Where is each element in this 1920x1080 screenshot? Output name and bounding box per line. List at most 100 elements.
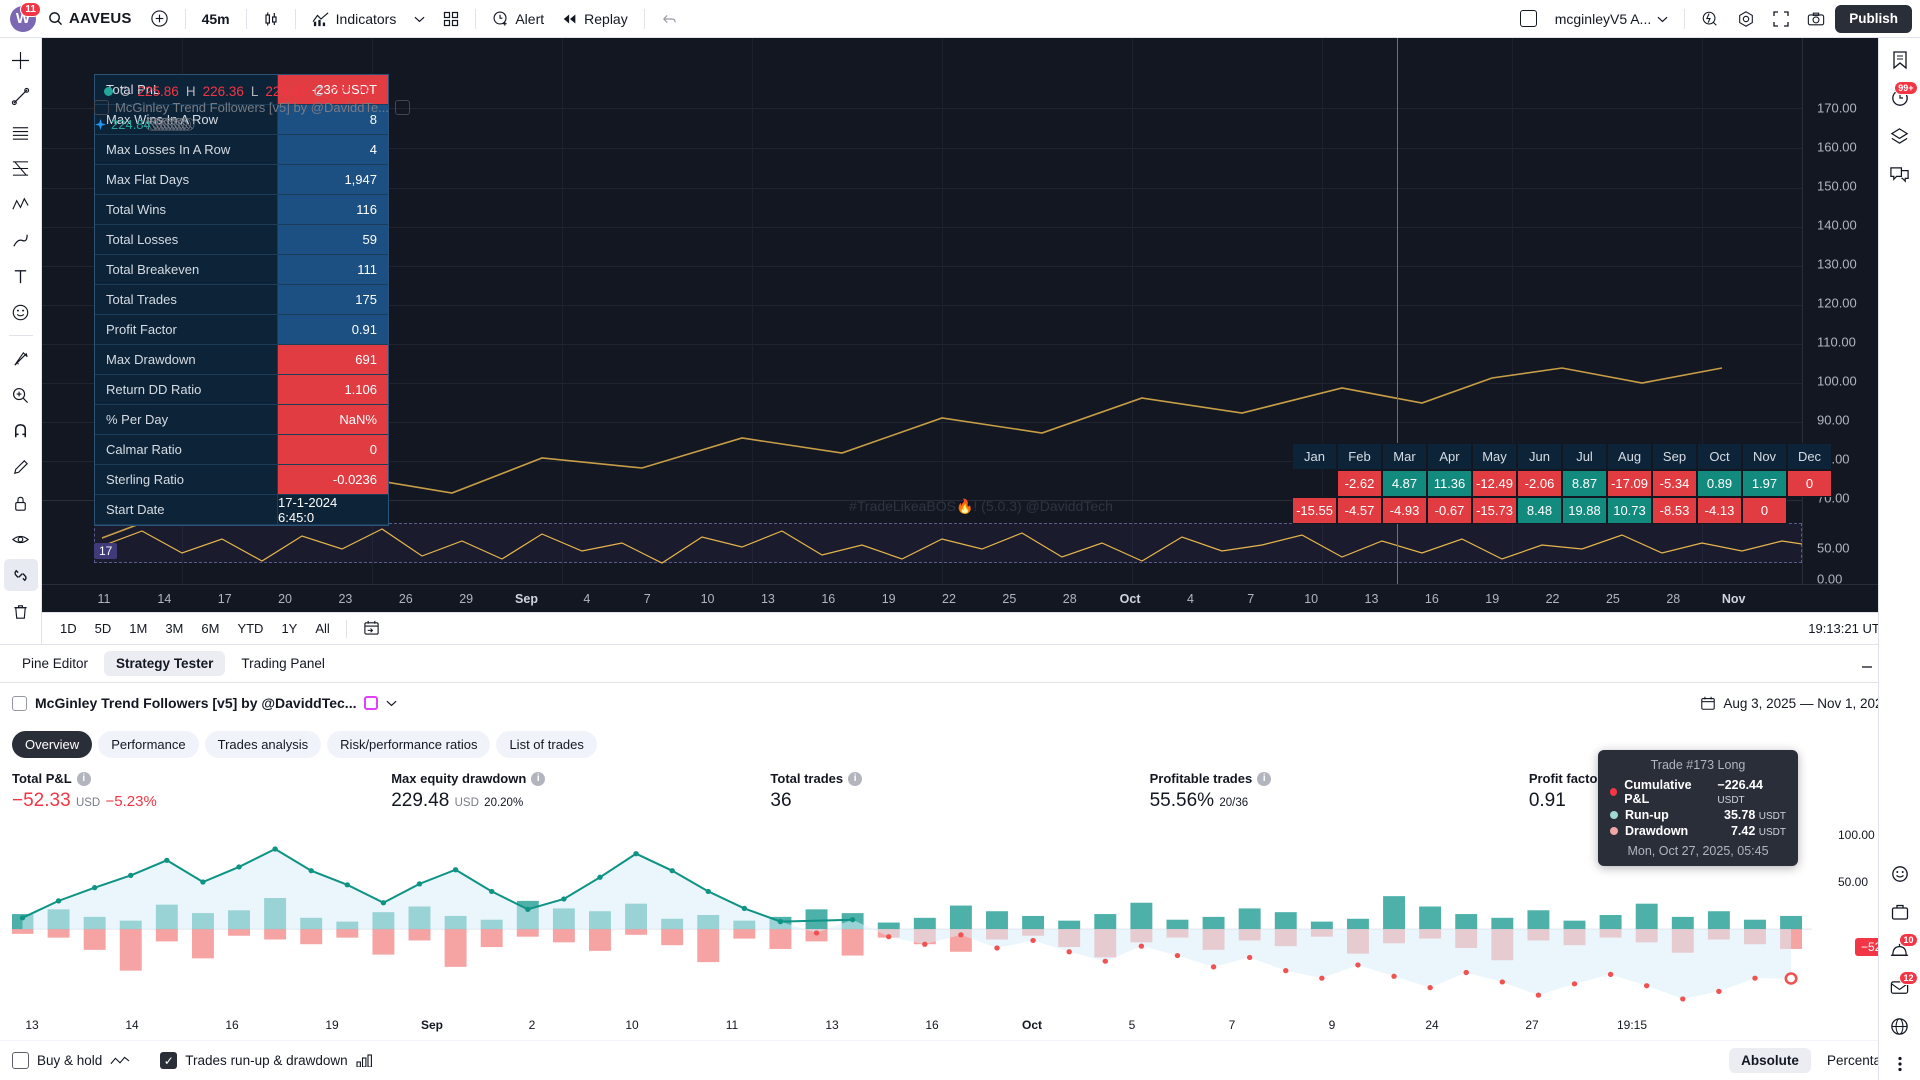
runup-drawdown-toggle[interactable]: ✓ Trades run-up & drawdown — [160, 1052, 373, 1069]
absolute-button[interactable]: Absolute — [1729, 1048, 1811, 1073]
range-button-1m[interactable]: 1M — [129, 621, 148, 636]
tab-trading-panel[interactable]: Trading Panel — [241, 656, 325, 671]
range-button-all[interactable]: All — [315, 621, 330, 636]
time-axis-label: 16 — [1424, 592, 1439, 606]
timeframe-button[interactable]: 45m — [201, 10, 230, 27]
time-axis-label: 13 — [1364, 592, 1379, 606]
lock-icon[interactable] — [4, 487, 38, 519]
range-button-1y[interactable]: 1Y — [281, 621, 298, 636]
messages-icon[interactable]: 12 — [1883, 971, 1918, 1004]
chevron-down-icon — [1657, 15, 1668, 23]
layout-checkbox[interactable] — [1512, 5, 1545, 33]
subtab-trades-analysis[interactable]: Trades analysis — [204, 730, 322, 758]
alert-button[interactable]: Alert — [484, 5, 552, 33]
range-button-5d[interactable]: 5D — [94, 621, 112, 636]
rsi-pane[interactable]: RSI 53.52 53.52 ⃠ ⃠ ⃠ ⃠ ⃠ ⃠ 17 — [42, 500, 1802, 584]
undo-button[interactable] — [653, 5, 685, 33]
range-button-6m[interactable]: 6M — [201, 621, 220, 636]
stats-row: Sterling Ratio -0.0236 — [95, 465, 388, 495]
info-icon[interactable]: i — [1257, 771, 1272, 786]
horizontal-lines-icon[interactable] — [4, 116, 38, 148]
emoji-icon[interactable] — [4, 296, 38, 328]
more-icon[interactable] — [1883, 1048, 1917, 1080]
drawdown-bar — [228, 929, 250, 936]
indicators-dropdown[interactable] — [406, 5, 433, 33]
date-range-selector[interactable]: Aug 3, 2025 — Nov 1, 2025 — [1700, 695, 1908, 711]
subtab-overview[interactable]: Overview — [12, 730, 93, 758]
ideas-icon[interactable] — [1883, 858, 1917, 890]
equity-chart[interactable]: 100.00 50.00 −52.33 Trade #173 Long Cumul… — [12, 750, 1908, 1014]
link-icon[interactable] — [3, 559, 38, 591]
briefcase-icon[interactable] — [1883, 896, 1917, 928]
crosshair-icon[interactable] — [4, 44, 38, 76]
magnet-icon[interactable] — [4, 415, 38, 447]
time-axis[interactable]: 11 14 17 20 23 26 29 Sep 4 7 10 13 16 19 22 25 28 Oct 4 7 10… — [42, 584, 1920, 612]
symbol-search-button[interactable]: AAVEUS — [40, 5, 140, 33]
chart-settings-button[interactable] — [1729, 5, 1763, 33]
minimize-icon[interactable] — [1854, 651, 1880, 677]
text-icon[interactable] — [4, 260, 38, 292]
range-button-1d[interactable]: 1D — [60, 621, 77, 636]
layout-name-button[interactable]: mcginleyV5 A... — [1547, 5, 1677, 33]
stats-row: Max Flat Days 1,947 — [95, 165, 388, 195]
subtab-risk-performance-ratios[interactable]: Risk/performance ratios — [327, 730, 491, 758]
stats-row: % Per Day NaN% — [95, 405, 388, 435]
strategy-color-icon[interactable] — [364, 696, 379, 710]
month-value-cell: 4.87 — [1382, 470, 1427, 497]
zoom-icon[interactable] — [4, 379, 38, 411]
month-value-cell: -0.67 — [1427, 497, 1472, 524]
indicators-button[interactable]: Indicators — [304, 5, 405, 33]
info-icon[interactable]: i — [848, 771, 863, 786]
brush-icon[interactable] — [4, 224, 38, 256]
range-button-3m[interactable]: 3M — [165, 621, 184, 636]
range-button-ytd[interactable]: YTD — [237, 621, 264, 636]
pencil-lock-icon[interactable] — [4, 451, 38, 483]
tab-strategy-tester[interactable]: Strategy Tester — [104, 651, 226, 676]
stats-row-value: 116 — [278, 195, 388, 225]
templates-button[interactable] — [435, 5, 467, 33]
alerts-icon[interactable]: 99+ — [1883, 81, 1918, 114]
app-logo[interactable]: W 11 — [8, 1, 41, 34]
indicator-checkbox-icon[interactable] — [94, 100, 109, 115]
replay-button[interactable]: Replay — [554, 5, 636, 33]
price-chart[interactable]: Total PnL -236 USDT Max Wins In A Row 8 Max … — [42, 38, 1920, 584]
stats-row: Return DD Ratio 1.106 — [95, 375, 388, 405]
strategy-visibility-icon[interactable] — [12, 695, 27, 711]
quick-publish-button[interactable] — [1693, 5, 1727, 33]
public-chat-icon[interactable] — [1883, 1010, 1917, 1042]
trash-icon[interactable] — [4, 595, 38, 627]
buy-hold-toggle[interactable]: Buy & hold — [12, 1052, 130, 1069]
subtab-performance[interactable]: Performance — [98, 730, 199, 758]
price-axis-label: 140.00 — [1817, 217, 1857, 233]
measure-icon[interactable] — [4, 343, 38, 375]
patterns-icon[interactable] — [4, 188, 38, 220]
data-window-icon[interactable] — [1883, 120, 1917, 152]
eye-icon[interactable] — [4, 523, 38, 555]
month-value-cell — [1292, 470, 1337, 497]
fib-icon[interactable] — [4, 152, 38, 184]
notifications-icon[interactable]: 10 — [1883, 933, 1918, 966]
price-axis-label: 90.00 — [1817, 412, 1850, 428]
add-symbol-button[interactable] — [142, 5, 177, 33]
info-icon[interactable]: i — [76, 771, 91, 786]
snapshot-button[interactable] — [1799, 5, 1833, 33]
info-icon[interactable]: i — [531, 771, 546, 786]
watchlist-icon[interactable] — [1883, 44, 1917, 76]
indicator-icons-group: ⃠ ⃠ ⃠ ⃠ ⃠ ⃠ ⃠ ⃠ ⃠ ⃠ ⃠ — [154, 116, 191, 131]
chart-style-button[interactable] — [255, 5, 287, 33]
crosshair-vertical-line — [1397, 38, 1399, 584]
trend-line-icon[interactable] — [4, 80, 38, 112]
indicator-legend-title[interactable]: McGinley Trend Followers [v5] by @Davidd… — [94, 100, 411, 115]
calendar-goto-icon[interactable] — [355, 616, 388, 642]
publish-button[interactable]: Publish — [1835, 4, 1912, 33]
chat-icon[interactable] — [1883, 158, 1917, 190]
stats-row: Start Date 17-1-2024 6:45:0 — [95, 495, 388, 525]
tab-pine-editor[interactable]: Pine Editor — [22, 656, 89, 671]
price-axis[interactable]: 170.00 160.00 150.00 140.00 130.00 120.00 110.… — [1802, 38, 1920, 584]
indicator-toggle-icon[interactable] — [395, 100, 411, 115]
month-value-cell: -12.49 — [1472, 470, 1517, 497]
chevron-down-icon[interactable] — [386, 699, 397, 707]
fullscreen-button[interactable] — [1765, 5, 1797, 33]
subtab-list-of-trades[interactable]: List of trades — [496, 730, 597, 758]
tooltip-dot-icon — [1610, 827, 1618, 835]
